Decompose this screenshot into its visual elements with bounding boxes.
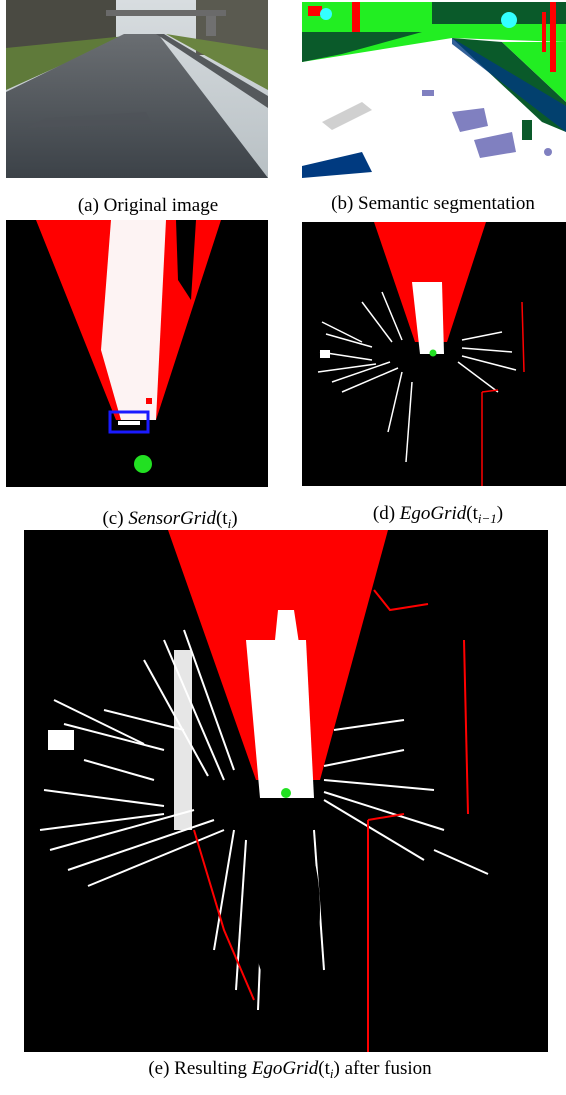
ego-grid-fused-panel — [24, 530, 548, 1052]
caption-a: (a) Original image — [77, 195, 219, 216]
segmentation-image — [302, 2, 566, 178]
ego-grid-previous-image — [302, 222, 566, 486]
original-image-panel — [6, 0, 268, 178]
sensor-grid-panel — [6, 220, 268, 487]
caption-d: (d) EgoGrid(ti−1) — [372, 503, 504, 526]
highlight-box — [108, 410, 150, 434]
ego-grid-fused-image — [24, 530, 548, 1052]
ego-grid-previous-panel — [302, 222, 566, 486]
sensor-grid-image — [6, 220, 268, 487]
ego-vehicle-marker — [134, 455, 152, 473]
caption-c: (c) SensorGrid(ti) — [102, 508, 238, 531]
original-image — [6, 0, 268, 178]
segmentation-panel — [302, 2, 566, 178]
caption-e: (e) Resulting EgoGrid(ti) after fusion — [148, 1058, 432, 1081]
ego-vehicle-marker — [281, 788, 291, 798]
caption-b: (b) Semantic segmentation — [331, 193, 535, 214]
free-region — [101, 220, 166, 420]
